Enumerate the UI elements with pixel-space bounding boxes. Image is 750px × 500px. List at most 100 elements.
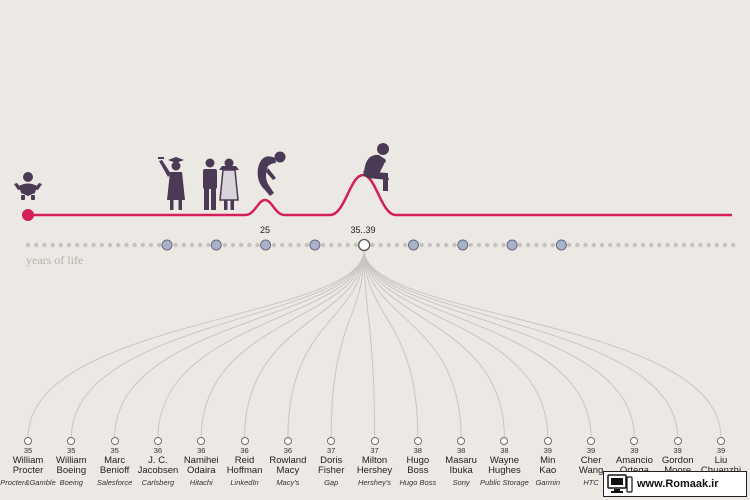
axis-dot xyxy=(403,242,408,248)
person-marker xyxy=(587,437,596,445)
last-name: Benioff xyxy=(99,465,130,476)
axis-dot xyxy=(476,242,482,248)
connector-line xyxy=(363,249,679,439)
axis-dot xyxy=(591,242,596,248)
founding-age: 38 xyxy=(500,446,509,455)
axis-dot xyxy=(640,242,646,248)
axis-dot xyxy=(575,242,580,248)
founding-age: 37 xyxy=(370,446,379,455)
person-item: 36 J. C. Jacobsen Carlsberg xyxy=(126,437,190,486)
first-name: Marc xyxy=(104,454,126,466)
company-name: Carlsberg xyxy=(141,477,175,487)
last-name: Wang xyxy=(578,465,604,476)
connector-line xyxy=(363,249,549,439)
person-marker xyxy=(673,437,682,445)
connector-line xyxy=(244,249,365,439)
founding-age: 36 xyxy=(240,446,249,455)
timeline-node xyxy=(506,239,518,251)
person-item: 38 Hugo Boss Hugo Boss xyxy=(386,437,450,486)
axis-dot xyxy=(706,242,711,248)
timeline-node xyxy=(210,239,222,251)
axis-dot xyxy=(681,242,687,248)
axis-dot xyxy=(419,242,424,248)
axis-dot xyxy=(698,242,703,248)
company-name: Hitachi xyxy=(189,477,213,487)
person-item: 36 Rowland Macy Macy's xyxy=(256,437,320,486)
company-name: Boeing xyxy=(59,477,83,487)
thinker-icon xyxy=(363,143,389,191)
person-marker xyxy=(327,437,336,445)
founding-age: 37 xyxy=(327,446,336,455)
axis-dot xyxy=(75,242,80,248)
person-marker xyxy=(197,437,206,445)
axis-dot xyxy=(583,242,588,248)
person-item: 35 William Boeing Boeing xyxy=(39,437,103,486)
company-name: Sony xyxy=(452,477,470,487)
connector-line xyxy=(114,249,365,439)
timeline-node xyxy=(555,239,567,251)
axis-dot xyxy=(140,242,145,248)
axis-dot xyxy=(337,242,342,248)
axis-dot xyxy=(148,242,154,248)
first-name: Liu xyxy=(714,454,728,466)
axis-dot xyxy=(157,242,162,248)
axis-dot xyxy=(247,242,252,248)
company-name: Hershey's xyxy=(357,477,392,487)
last-name: Hershey xyxy=(356,465,393,476)
last-name: Odaira xyxy=(186,465,216,476)
graduate-icon xyxy=(158,157,185,210)
company-name: Hugo Boss xyxy=(399,477,437,487)
peak-label-1: 25 xyxy=(260,225,270,235)
watermark: www.Romaak.ir xyxy=(603,471,747,497)
founding-age: 38 xyxy=(413,446,422,455)
axis-dot xyxy=(173,242,178,248)
last-name: Procter xyxy=(12,465,44,476)
axis-dot xyxy=(296,242,301,248)
person-marker xyxy=(630,437,639,445)
axis-dot xyxy=(452,242,457,248)
person-item: 35 William Procter Procter&Gamble xyxy=(0,437,60,486)
last-name: Chuanzhi xyxy=(689,465,750,477)
person-item: 39 Cher Wang HTC xyxy=(559,437,623,486)
person-marker xyxy=(153,437,162,445)
watermark-text: www.Romaak.ir xyxy=(637,478,719,490)
axis-dot xyxy=(353,242,359,248)
founding-age: 36 xyxy=(197,446,206,455)
axis-dot xyxy=(206,242,211,248)
first-name: Min xyxy=(540,454,556,466)
axis-dot xyxy=(731,242,736,248)
founding-age: 39 xyxy=(586,446,596,455)
first-name: Amancio xyxy=(615,454,653,466)
first-name: Wayne xyxy=(489,454,520,466)
axis-dot xyxy=(107,242,113,248)
axis-dot xyxy=(386,242,391,248)
founding-age: 39 xyxy=(543,446,552,455)
axis-dot xyxy=(321,242,326,248)
axis-dot xyxy=(239,242,244,248)
axis-dot xyxy=(690,242,695,248)
connector-line xyxy=(363,249,462,439)
axis-dot xyxy=(378,242,383,248)
founding-age: 36 xyxy=(153,446,163,455)
axis-dot xyxy=(288,242,293,248)
last-name: Boeing xyxy=(56,465,87,476)
last-name: Hoffman xyxy=(226,465,263,476)
axis-dot xyxy=(714,242,719,248)
peak-label-2: 35..39 xyxy=(350,225,375,235)
axis-dot xyxy=(493,242,498,248)
timeline-node xyxy=(408,239,419,251)
company-name: Gap xyxy=(324,477,339,487)
axis-dot xyxy=(255,242,260,248)
axis-dot xyxy=(329,242,334,248)
first-name: Hugo xyxy=(406,454,430,466)
axis-dot xyxy=(624,242,629,248)
axis-dot xyxy=(501,242,506,248)
axis-dot xyxy=(66,242,72,248)
last-name: Hughes xyxy=(488,465,521,476)
computer-logo-icon xyxy=(607,474,633,493)
axis-dot xyxy=(550,242,555,248)
axis-dot xyxy=(534,242,539,248)
person-marker xyxy=(457,437,466,445)
axis-dot xyxy=(673,242,678,248)
timeline-node xyxy=(260,239,272,251)
